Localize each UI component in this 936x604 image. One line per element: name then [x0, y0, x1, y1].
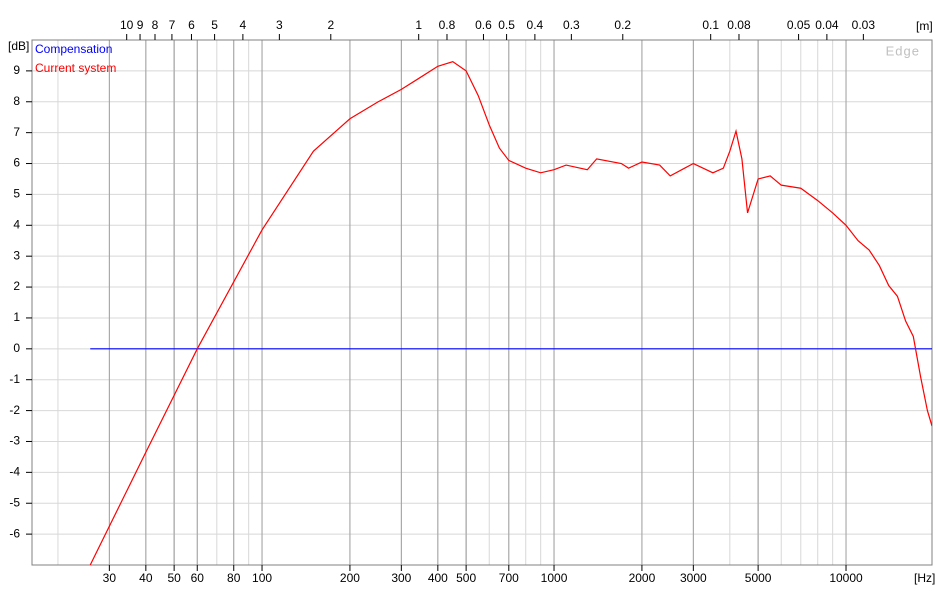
- x2-tick-label: 0.05: [787, 18, 811, 32]
- x2-tick-label: 0.4: [527, 18, 544, 32]
- y-tick-label: -4: [9, 465, 20, 479]
- x2-tick-label: 4: [240, 18, 247, 32]
- plot-lines: [89, 60, 932, 565]
- x2-unit: [m]: [916, 19, 933, 33]
- x2-tick-label: 9: [137, 18, 144, 32]
- grid: [32, 40, 932, 565]
- x2-tick-label: 7: [169, 18, 176, 32]
- x-tick-label: 100: [252, 571, 272, 585]
- x2-tick-label: 5: [211, 18, 218, 32]
- y-tick-label: 1: [13, 310, 20, 324]
- y-tick-label: -1: [9, 372, 20, 386]
- x2-tick-label: 10: [120, 18, 134, 32]
- x2-tick-label: 2: [327, 18, 334, 32]
- x2-tick-label: 8: [152, 18, 159, 32]
- legend-entry: Compensation: [35, 42, 112, 56]
- y-tick-label: 8: [13, 94, 20, 108]
- x2-tick-label: 1: [415, 18, 422, 32]
- x-tick-label: 30: [103, 571, 117, 585]
- x2-tick-label: 6: [188, 18, 195, 32]
- x-tick-label: 1000: [541, 571, 568, 585]
- x-unit: [Hz]: [914, 571, 935, 585]
- y-tick-label: 0: [13, 341, 20, 355]
- x-tick-label: 500: [456, 571, 476, 585]
- x-tick-label: 60: [191, 571, 205, 585]
- y-tick-label: 3: [13, 248, 20, 262]
- plot-frame: [31, 39, 933, 566]
- x-tick-label: 80: [227, 571, 241, 585]
- x-tick-label: 700: [499, 571, 519, 585]
- y-tick-label: 6: [13, 156, 20, 170]
- x-tick-label: 2000: [629, 571, 656, 585]
- y-tick-label: 7: [13, 125, 20, 139]
- x2-tick-label: 0.03: [852, 18, 876, 32]
- x-tick-label: 10000: [829, 571, 863, 585]
- y-tick-label: -5: [9, 495, 20, 509]
- x2-tick-label: 0.04: [815, 18, 839, 32]
- x-tick-label: 300: [391, 571, 411, 585]
- legend-entry: Current system: [35, 61, 116, 75]
- x-tick-label: 3000: [680, 571, 707, 585]
- y-tick-label: 9: [13, 63, 20, 77]
- series-line: [89, 60, 932, 565]
- x-tick-label: 400: [428, 571, 448, 585]
- x2-tick-label: 3: [276, 18, 283, 32]
- x2-tick-label: 0.1: [702, 18, 719, 32]
- watermark: Edge: [886, 43, 920, 58]
- x-tick-label: 40: [139, 571, 153, 585]
- x-tick-label: 50: [167, 571, 181, 585]
- x2-tick-label: 0.2: [614, 18, 631, 32]
- x-tick-label: 200: [340, 571, 360, 585]
- y-tick-label: -2: [9, 403, 20, 417]
- y-tick-label: -6: [9, 526, 20, 540]
- y-tick-label: 4: [13, 217, 20, 231]
- x2-tick-label: 0.08: [727, 18, 751, 32]
- x-tick-label: 5000: [745, 571, 772, 585]
- x2-tick-label: 0.5: [498, 18, 515, 32]
- y-tick-label: 5: [13, 187, 20, 201]
- y-tick-label: -3: [9, 434, 20, 448]
- x2-tick-label: 0.6: [475, 18, 492, 32]
- y-unit: [dB]: [8, 39, 29, 53]
- x2-tick-label: 0.8: [439, 18, 456, 32]
- x2-tick-label: 0.3: [563, 18, 580, 32]
- y-tick-label: 2: [13, 279, 20, 293]
